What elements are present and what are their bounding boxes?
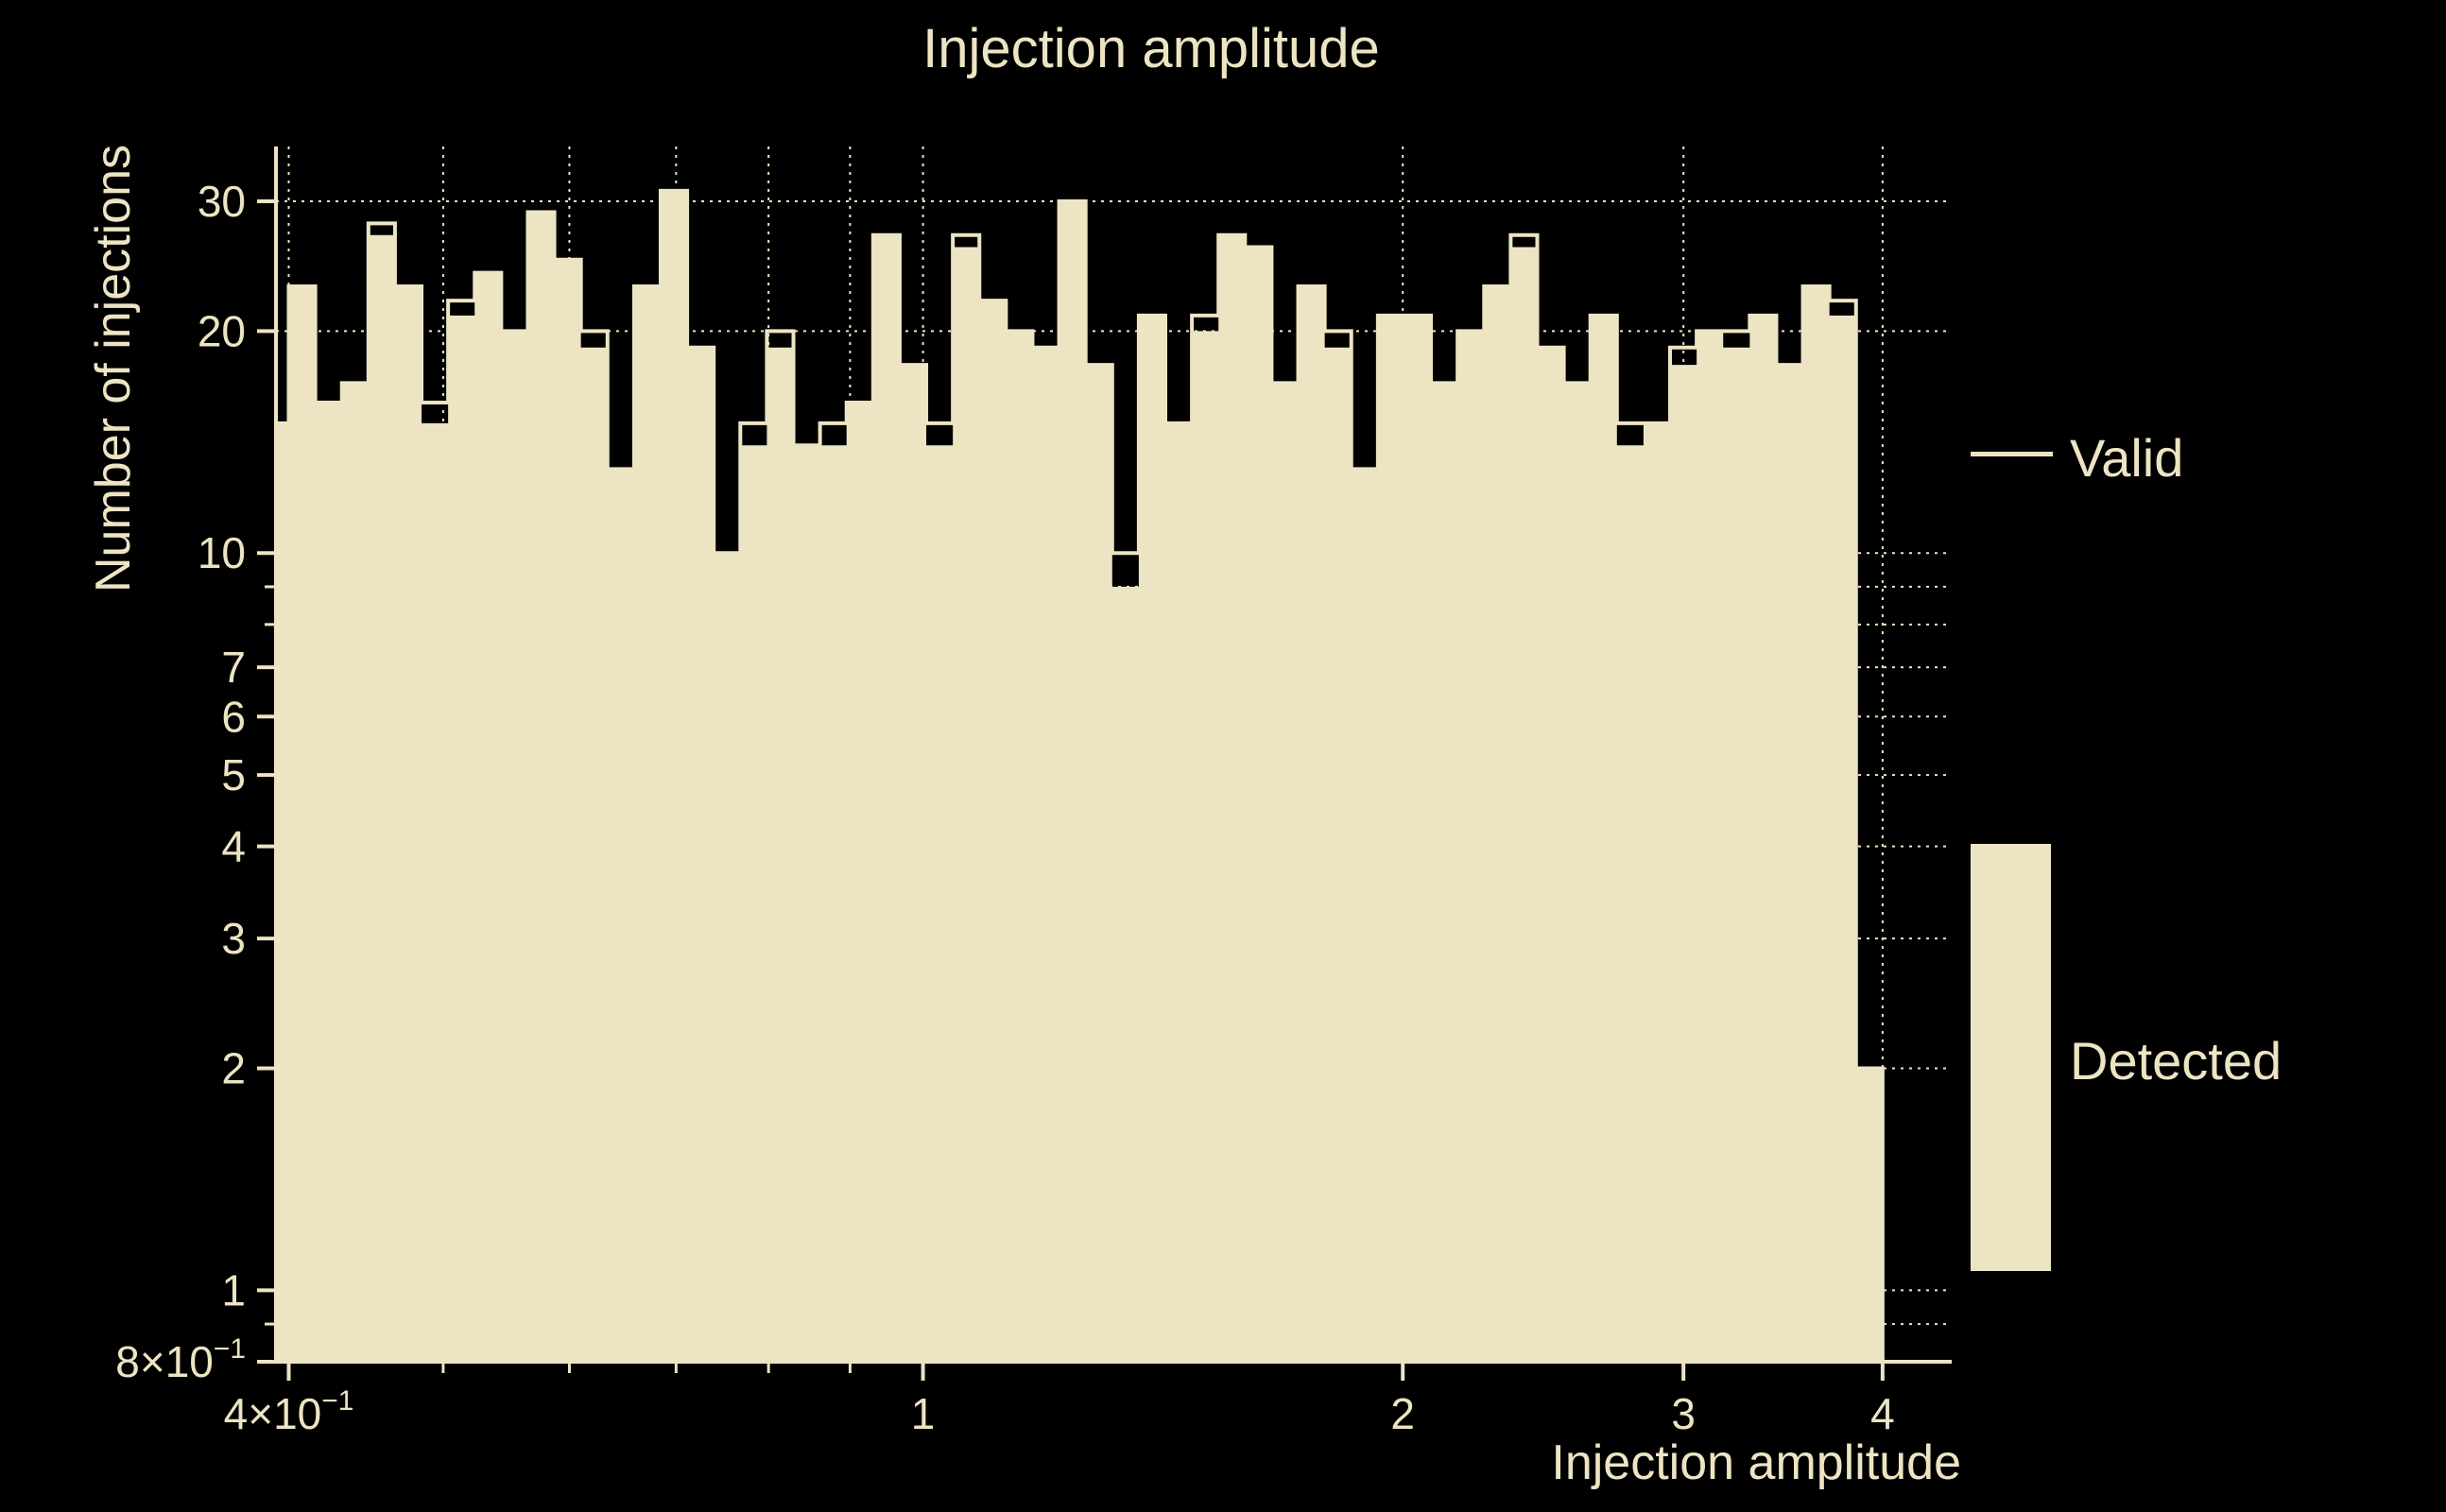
- legend-valid-label: Valid: [2070, 428, 2184, 488]
- legend-detected-box-swatch: [1971, 844, 2051, 1271]
- legend-valid-line-swatch: [1971, 452, 2053, 456]
- y-tick-label: 1: [221, 1265, 246, 1314]
- y-tick-label: 10: [198, 528, 246, 577]
- x-tick-label: 3: [1671, 1389, 1696, 1438]
- valid-step-line: [276, 188, 1885, 1362]
- y-tick-label: 2: [221, 1044, 246, 1093]
- detected-bars: [276, 190, 1883, 1361]
- y-tick-label: 6: [221, 692, 246, 741]
- y-tick-label: 3: [221, 914, 246, 963]
- y-tick-label: 5: [221, 750, 246, 799]
- y-tick-label: 30: [198, 177, 246, 226]
- y-tick-label: 7: [221, 643, 246, 692]
- x-tick-label: 4×10−1: [224, 1385, 354, 1438]
- x-tick-label: 4: [1870, 1389, 1895, 1438]
- y-tick-label: 8×10−1: [115, 1333, 246, 1386]
- legend-detected-label: Detected: [2070, 1031, 2282, 1091]
- page-title: Injection amplitude: [922, 18, 1380, 79]
- x-axis-title: Injection amplitude: [1551, 1435, 1961, 1490]
- x-tick-label: 2: [1390, 1389, 1415, 1438]
- y-tick-label: 4: [221, 822, 246, 871]
- x-tick-label: 1: [911, 1389, 936, 1438]
- y-tick-label: 20: [198, 306, 246, 355]
